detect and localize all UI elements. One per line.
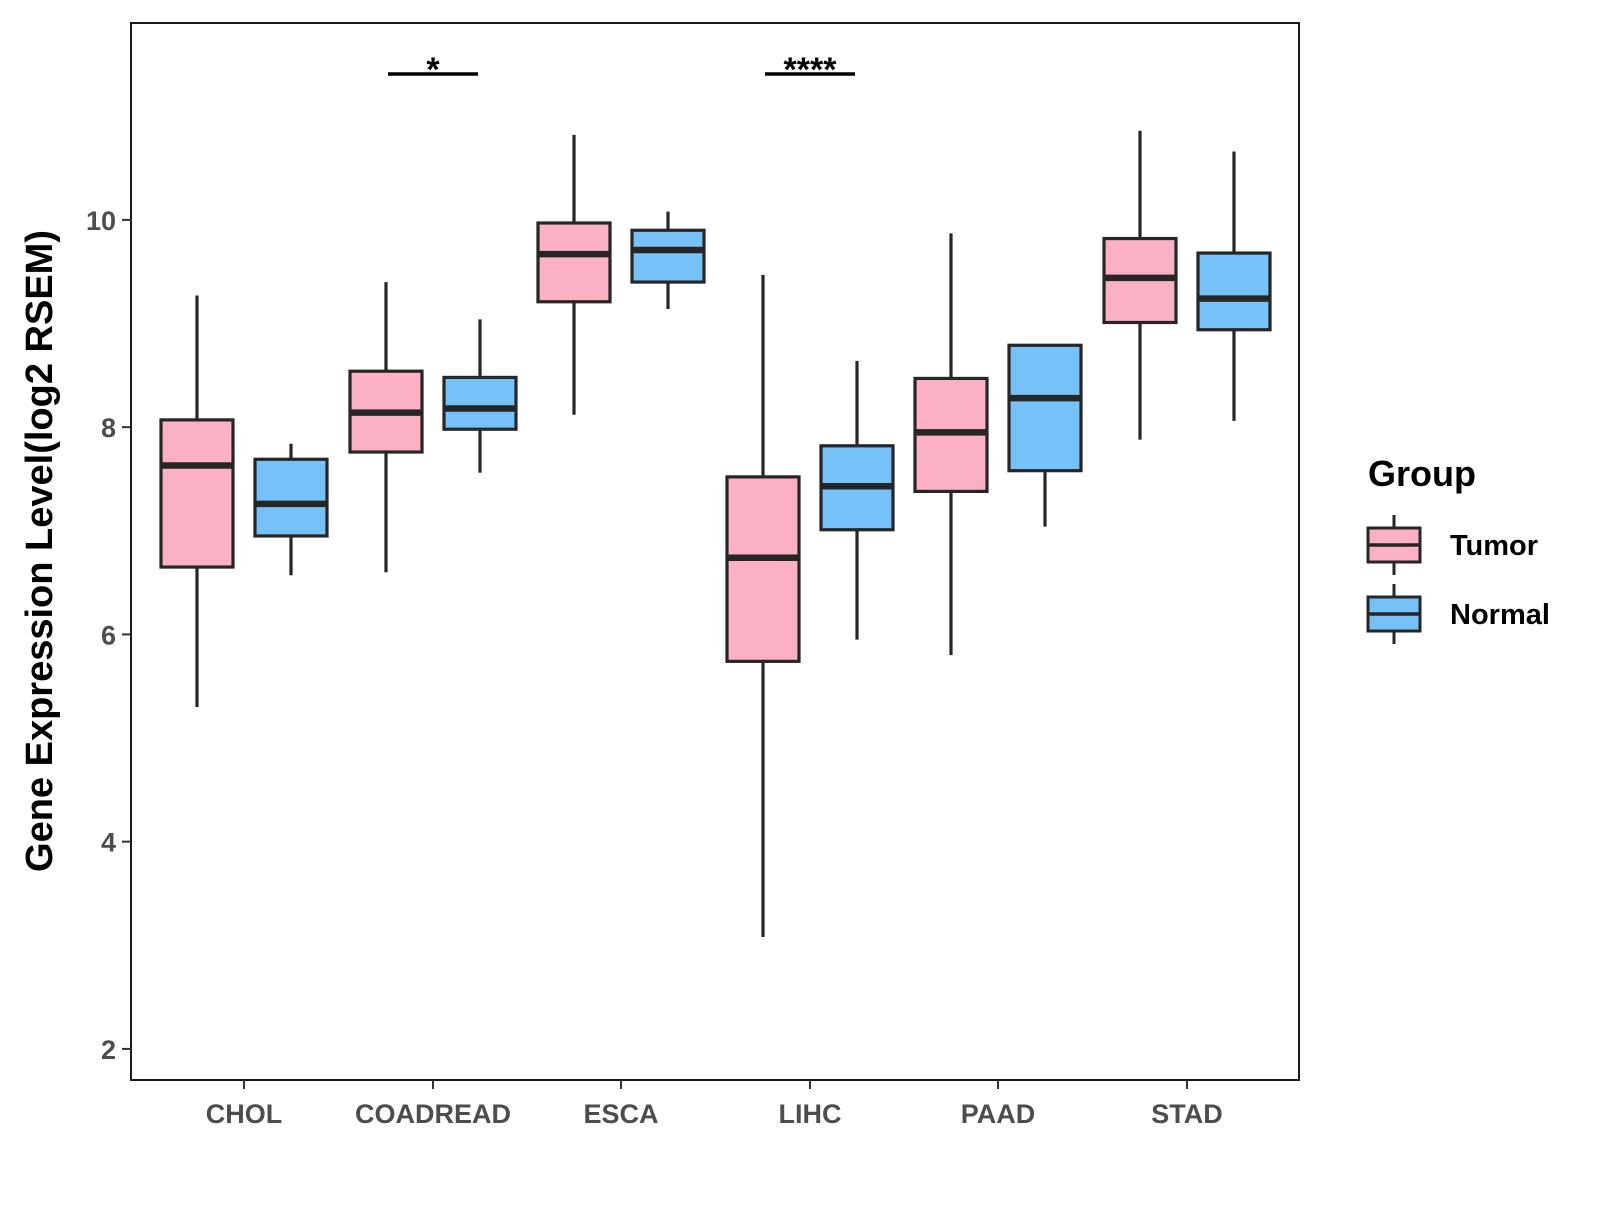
y-tick-label-4: 4 [101, 828, 116, 858]
legend: Group Tumor Normal [1366, 453, 1550, 644]
legend-label-normal: Normal [1450, 599, 1550, 631]
iqr-box-chol-tumor [159, 418, 235, 569]
box-coadread-normal [442, 319, 518, 473]
significance-label-lihc: **** [784, 51, 838, 89]
legend-item-normal: Normal [1366, 584, 1550, 644]
plot-panel-border [130, 22, 1300, 1081]
axes-layer: 2 4 6 8 10 CHOL COADREAD ESCA LIHC PAAD STAD [86, 206, 1223, 1129]
box-paad-tumor [913, 233, 989, 656]
significance-label-coadread: * [426, 51, 440, 89]
x-tick-label-esca: ESCA [583, 1099, 658, 1129]
legend-title: Group [1368, 453, 1476, 494]
box-stad-normal [1196, 151, 1272, 421]
x-tick-label-chol: CHOL [206, 1099, 283, 1129]
x-tick-label-lihc: LIHC [779, 1099, 842, 1129]
legend-label-tumor: Tumor [1450, 530, 1538, 562]
y-tick-label-2: 2 [101, 1035, 116, 1065]
iqr-box-lihc-tumor [725, 475, 801, 663]
legend-item-tumor: Tumor [1366, 515, 1538, 575]
box-lihc-normal [819, 360, 895, 640]
iqr-box-esca-normal [630, 228, 706, 284]
y-axis-title: Gene Expression Level(log2 RSEM) [19, 230, 61, 872]
legend-keys: Tumor Normal [1366, 515, 1550, 644]
box-coadread-tumor [348, 282, 424, 573]
box-chol-normal [253, 443, 329, 576]
box-layer [159, 130, 1272, 937]
box-esca-tumor [536, 134, 612, 415]
iqr-box-chol-normal [253, 457, 329, 538]
significance-layer: * **** [388, 51, 855, 89]
box-esca-normal [630, 211, 706, 310]
y-tick-label-6: 6 [101, 620, 116, 650]
iqr-box-stad-normal [1196, 251, 1272, 332]
x-tick-label-stad: STAD [1151, 1099, 1223, 1129]
box-chol-tumor [159, 295, 235, 707]
y-tick-label-10: 10 [86, 206, 116, 236]
box-stad-tumor [1102, 130, 1178, 440]
box-paad-normal [1007, 343, 1083, 527]
iqr-box-paad-normal [1007, 343, 1083, 473]
y-tick-label-8: 8 [101, 413, 116, 443]
box-lihc-tumor [725, 274, 801, 937]
iqr-box-coadread-normal [442, 375, 518, 431]
x-tick-label-paad: PAAD [961, 1099, 1036, 1129]
iqr-box-esca-tumor [536, 221, 612, 304]
x-tick-label-coadread: COADREAD [355, 1099, 511, 1129]
